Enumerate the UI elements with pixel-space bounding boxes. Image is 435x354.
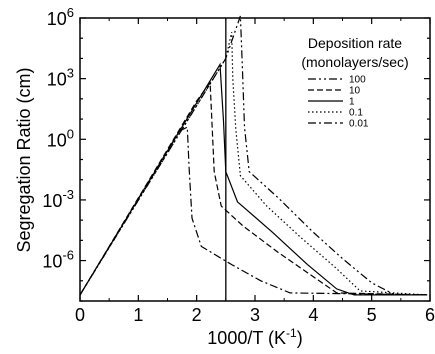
y-tick-labels: 106 103 100 10-3 10-6 (42, 5, 74, 272)
data-series (79, 15, 428, 296)
series-line-10 (79, 80, 428, 296)
legend-label-0.1: 0.1 (349, 108, 363, 119)
legend-label-0.01: 0.01 (349, 119, 369, 130)
y-tick-label: 10-6 (42, 248, 74, 272)
series-line-1 (79, 62, 428, 296)
x-tick-label: 1 (133, 305, 143, 325)
y-axis-label: Segregation Ratio (cm) (14, 67, 34, 252)
x-tick-label: 0 (75, 305, 85, 325)
x-tick-label: 4 (308, 305, 318, 325)
legend-title-line2: (monolayers/sec) (301, 54, 408, 70)
x-tick-label: 3 (250, 305, 260, 325)
x-tick-labels: 0 1 2 3 4 5 6 (75, 305, 435, 325)
x-tick-label: 2 (192, 305, 202, 325)
y-tick-label: 103 (47, 66, 74, 90)
y-tick-label: 100 (47, 126, 74, 150)
legend-label-10: 10 (349, 86, 361, 97)
y-tick-label: 106 (47, 5, 74, 29)
legend-label-1: 1 (349, 97, 355, 108)
legend-label-100: 100 (349, 75, 366, 86)
legend-title-line1: Deposition rate (308, 35, 402, 51)
x-axis-label: 1000/T (K-1) (207, 326, 302, 348)
y-tick-label: 10-3 (42, 187, 74, 211)
x-tick-label: 5 (367, 305, 377, 325)
x-tick-label: 6 (425, 305, 435, 325)
series-line-100 (79, 15, 428, 296)
series-line-0.1 (79, 31, 428, 296)
series-line-0.01 (79, 126, 428, 296)
